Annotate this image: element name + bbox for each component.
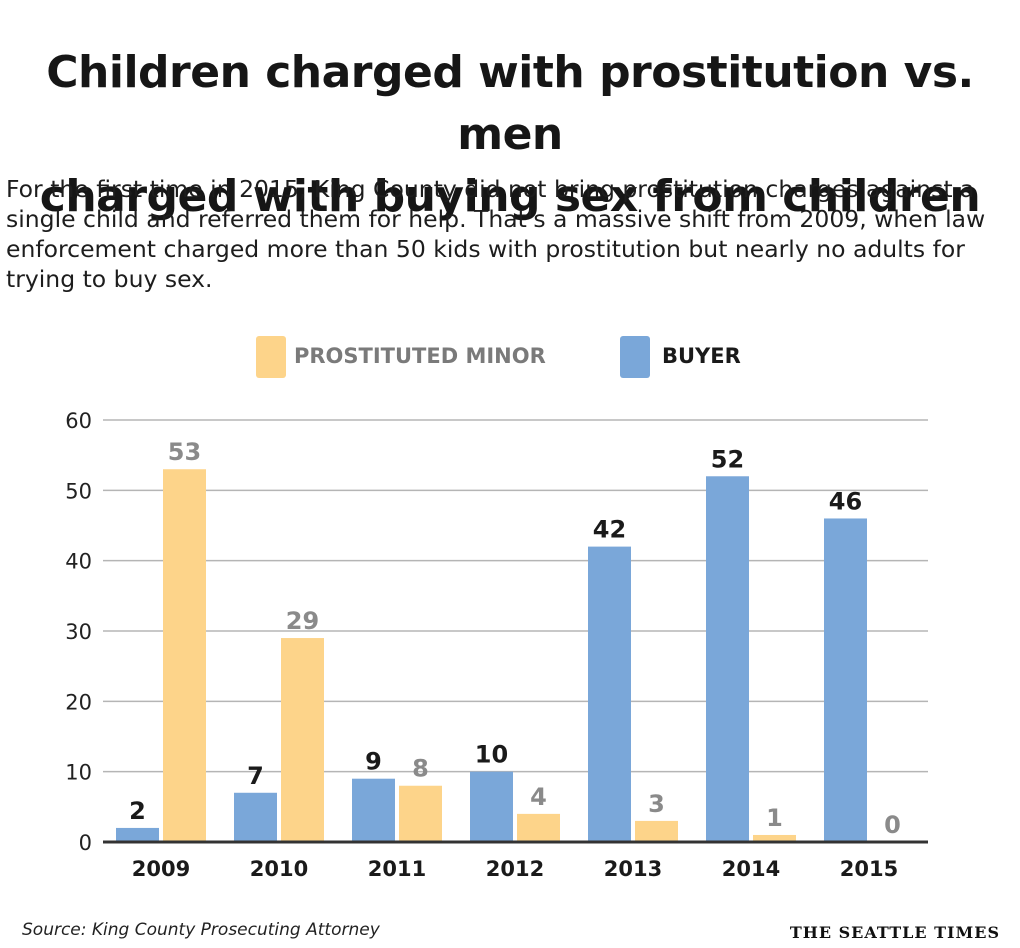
data-label-prostituted-minor: 0 (884, 811, 901, 839)
source-note: Source: King County Prosecuting Attorney (22, 920, 380, 940)
legend-swatch-buyer (620, 336, 650, 378)
data-label-buyer: 2 (129, 797, 146, 825)
chart-subtitle: For the first time in 2015, King County … (6, 175, 986, 293)
bar-buyer (352, 778, 395, 842)
publisher-logo: THE SEATTLE TIMES (789, 923, 1000, 942)
data-label-buyer: 7 (247, 762, 264, 790)
data-label-prostituted-minor: 29 (286, 607, 319, 635)
x-tick-label: 2012 (486, 857, 544, 881)
title-line-2: charged with buying sex from children (39, 171, 981, 222)
x-tick-label: 2013 (604, 857, 662, 881)
bar-prostituted-minor (517, 813, 560, 842)
bar-buyer (706, 476, 749, 842)
x-tick-label: 2010 (250, 857, 308, 881)
bar-prostituted-minor (281, 638, 324, 842)
legend-swatch-prostituted-minor (256, 336, 286, 378)
data-label-prostituted-minor: 8 (412, 755, 429, 783)
y-tick-label: 50 (65, 479, 92, 503)
bar-buyer (588, 546, 631, 842)
y-tick-label: 0 (79, 831, 92, 855)
y-tick-label: 30 (65, 620, 92, 644)
data-label-buyer: 52 (711, 445, 744, 473)
x-tick-label: 2009 (132, 857, 190, 881)
data-label-buyer: 46 (829, 487, 862, 515)
data-label-prostituted-minor: 3 (648, 790, 665, 818)
data-label-buyer: 9 (365, 748, 382, 776)
bar-prostituted-minor (399, 785, 442, 842)
bar-prostituted-minor (753, 834, 796, 842)
x-tick-label: 2015 (840, 857, 898, 881)
y-tick-label: 60 (65, 409, 92, 433)
title-line-1: Children charged with prostitution vs. m… (46, 47, 974, 160)
data-label-prostituted-minor: 1 (766, 804, 783, 832)
bar-buyer (116, 827, 159, 842)
y-tick-label: 20 (65, 690, 92, 714)
legend-label-buyer: BUYER (662, 344, 741, 368)
bar-buyer (234, 792, 277, 842)
bar-prostituted-minor (163, 469, 206, 842)
y-tick-label: 10 (65, 761, 92, 785)
chart-title: Children charged with prostitution vs. m… (0, 42, 1020, 228)
legend-label-prostituted-minor: PROSTITUTED MINOR (294, 344, 546, 368)
bar-buyer (824, 518, 867, 842)
data-label-buyer: 10 (475, 741, 508, 769)
bar-prostituted-minor (635, 820, 678, 842)
y-tick-label: 40 (65, 550, 92, 574)
data-label-prostituted-minor: 53 (168, 438, 201, 466)
x-tick-label: 2011 (368, 857, 426, 881)
data-label-buyer: 42 (593, 516, 626, 544)
bar-buyer (470, 771, 513, 842)
x-tick-label: 2014 (722, 857, 780, 881)
data-label-prostituted-minor: 4 (530, 783, 547, 811)
